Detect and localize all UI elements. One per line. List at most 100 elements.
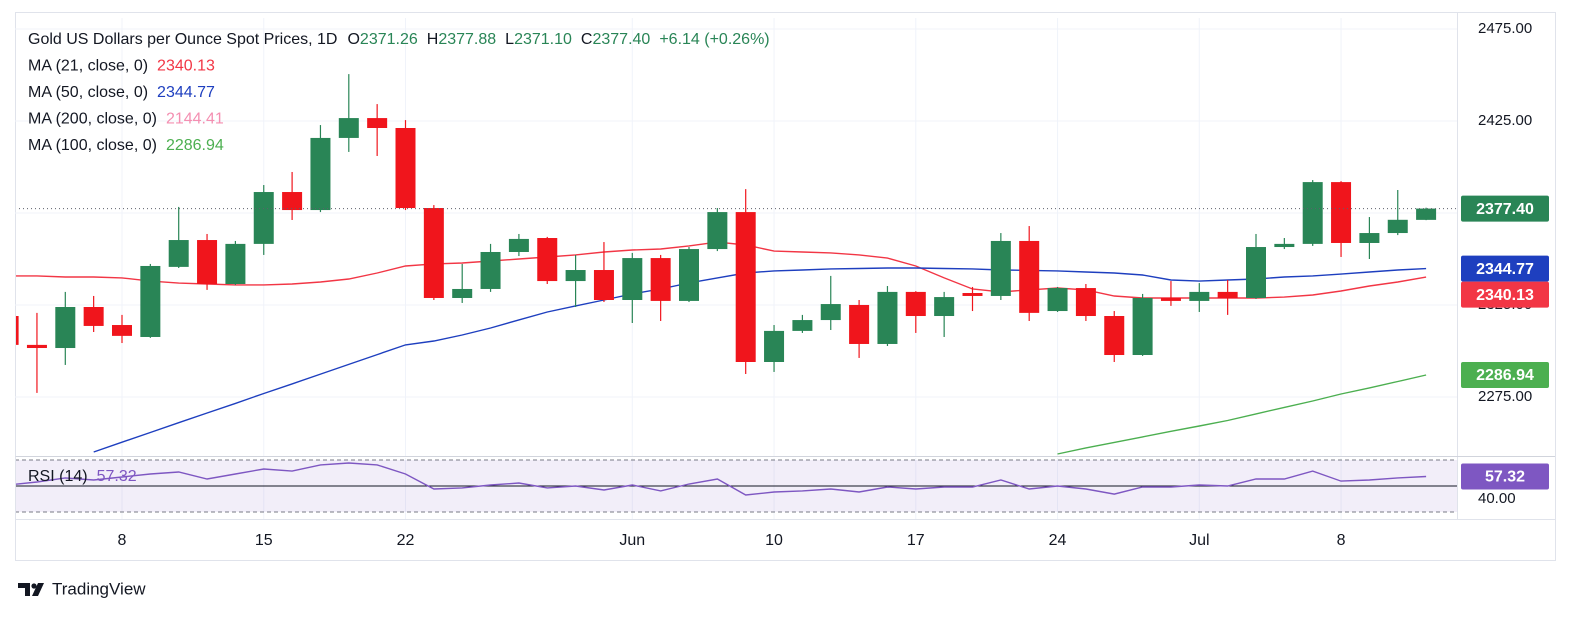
legend-value: 57.32: [97, 468, 137, 485]
x-tick-label: 10: [765, 532, 783, 549]
candle-body: [650, 258, 671, 301]
candle-body: [83, 306, 104, 326]
price-tag: [1461, 195, 1549, 222]
candle-body: [395, 128, 416, 209]
candle-body: [792, 320, 813, 331]
x-tick-label: Jul: [1189, 532, 1209, 549]
ohlc-value: 2377.88: [438, 31, 496, 48]
candle-body: [168, 240, 189, 267]
legend-name: MA (21, close, 0): [28, 58, 148, 75]
candle-body: [338, 118, 359, 138]
price-pane: [16, 74, 1457, 455]
candle-body: [1416, 208, 1437, 220]
candle-body: [140, 265, 161, 337]
legend-value: 2340.13: [157, 58, 215, 75]
candle-body: [934, 297, 955, 317]
legend-name: RSI (14): [28, 468, 88, 485]
ma-line: [93, 267, 1427, 453]
candle-body: [622, 258, 643, 301]
change-value: +6.14 (+0.26%): [659, 31, 769, 48]
candle-body: [990, 240, 1011, 296]
candle-body: [1359, 233, 1380, 243]
candle-body: [1246, 247, 1266, 298]
candle-body: [452, 288, 473, 298]
candle-body: [735, 212, 756, 362]
legend-value: 2144.41: [166, 111, 224, 128]
y-tick-label: 40.00: [1478, 490, 1516, 507]
axes: 2275.002325.002375.002425.002475.0081522…: [118, 20, 1549, 549]
ohlc-value: 2377.40: [592, 31, 650, 48]
rsi-line: [16, 462, 1427, 496]
footer-logo: [18, 583, 44, 596]
legend-name: MA (100, close, 0): [28, 137, 157, 154]
candle-body: [16, 316, 19, 345]
y-tick-label: 2275.00: [1478, 388, 1532, 405]
price-tag: [1461, 255, 1549, 282]
candle-body: [253, 192, 274, 244]
legend-name: MA (200, close, 0): [28, 111, 157, 128]
price-tag-label: 2340.13: [1476, 287, 1534, 304]
ohlc-label: L: [505, 31, 514, 48]
x-tick-label: 17: [907, 532, 925, 549]
ohlc-label: O: [347, 31, 359, 48]
legend-name: MA (50, close, 0): [28, 84, 148, 101]
candle-body: [1274, 243, 1295, 248]
legend-entry: MA (50, close, 0) 2344.77: [28, 84, 215, 101]
candle-body: [1189, 291, 1210, 301]
legend-entry: MA (100, close, 0) 2286.94: [28, 137, 224, 154]
price-tag-label: 2377.40: [1476, 201, 1534, 218]
candle-body: [1104, 316, 1125, 356]
candle-body: [1331, 182, 1352, 243]
legend-value: 2344.77: [157, 84, 215, 101]
candle-body: [26, 344, 47, 349]
legend: Gold US Dollars per Ounce Spot Prices, 1…: [28, 31, 770, 485]
price-tag-label: 2344.77: [1476, 261, 1534, 278]
candle-body: [282, 192, 303, 211]
x-tick-label: 15: [255, 532, 273, 549]
candle-body: [1075, 288, 1096, 317]
ohlc-value: 2371.26: [360, 31, 418, 48]
candle-body: [367, 118, 388, 129]
candle-body: [764, 330, 785, 362]
legend-entry: MA (21, close, 0) 2340.13: [28, 58, 215, 75]
candle-body: [1047, 288, 1068, 312]
rsi-pane: [16, 459, 1457, 513]
price-tag-label: 57.32: [1485, 469, 1525, 486]
price-tag-label: 2286.94: [1476, 367, 1534, 384]
ohlc-label: H: [427, 31, 439, 48]
price-tag: [1461, 361, 1549, 388]
candle-body: [112, 325, 132, 336]
candle-body: [1302, 182, 1323, 244]
candle-body: [225, 243, 246, 285]
legend-header: Gold US Dollars per Ounce Spot Prices, 1…: [28, 31, 770, 48]
candle-body: [962, 293, 983, 296]
x-tick-label: 8: [1337, 532, 1346, 549]
ohlc-value: 2371.10: [514, 31, 572, 48]
y-tick-label: 2475.00: [1478, 20, 1532, 37]
candle-body: [1132, 297, 1153, 356]
candle-body: [480, 251, 501, 289]
candle-body: [55, 306, 76, 349]
x-tick-label: 22: [397, 532, 415, 549]
candle-body: [877, 291, 898, 344]
ma-line: [1057, 374, 1427, 455]
x-tick-label: 24: [1049, 532, 1067, 549]
candle-body: [1019, 240, 1040, 313]
price-tag: [1461, 463, 1549, 490]
chart-title: Gold US Dollars per Ounce Spot Prices, 1…: [28, 31, 337, 48]
candle-body: [849, 304, 870, 344]
candle-body: [905, 291, 926, 317]
candle-body: [593, 270, 614, 301]
candle-body: [707, 212, 728, 250]
price-tag: [1461, 281, 1549, 308]
ohlc-label: C: [581, 31, 593, 48]
candle-body: [1217, 291, 1238, 298]
candle-body: [820, 304, 841, 321]
candle-body: [537, 238, 558, 282]
y-tick-label: 2425.00: [1478, 112, 1532, 129]
candle-body: [508, 238, 529, 252]
x-tick-label: Jun: [619, 532, 645, 549]
candle-body: [310, 137, 331, 211]
candle-body: [1387, 219, 1408, 234]
candle-body: [679, 249, 699, 301]
